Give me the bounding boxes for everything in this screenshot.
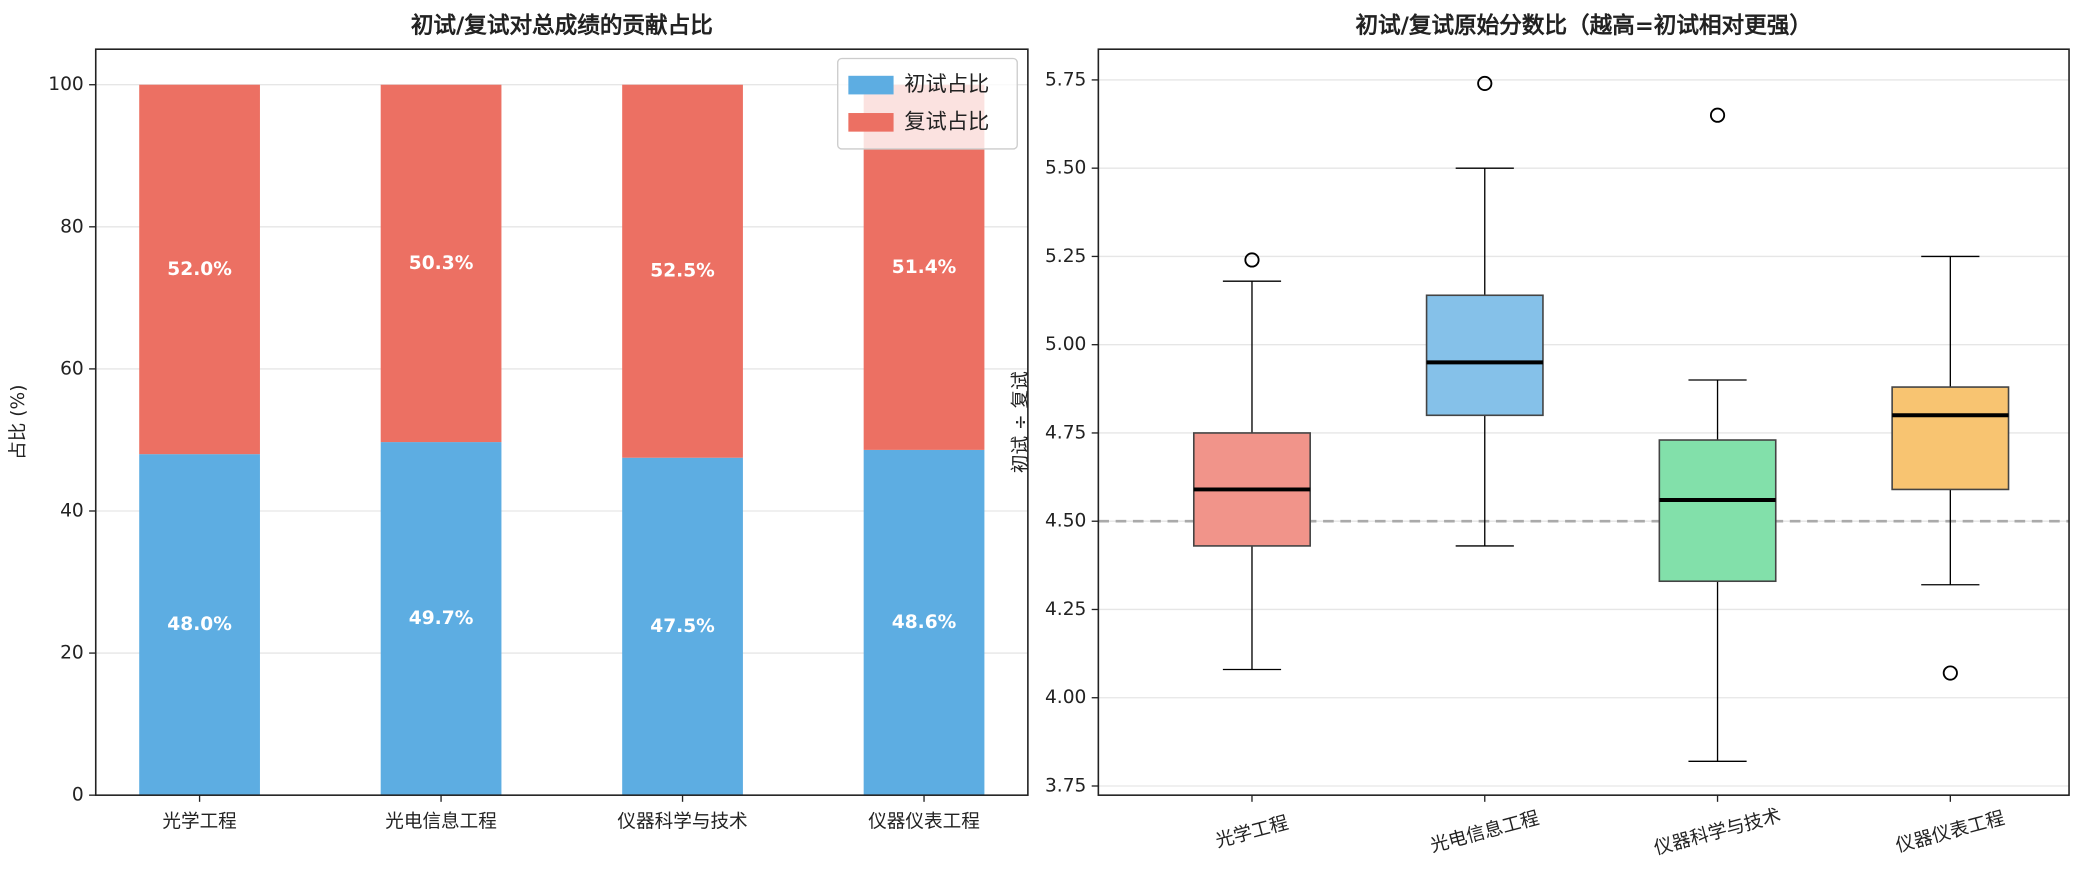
x-tick-label: 仪器科学与技术 (617, 811, 747, 832)
x-tick-label: 仪器仪表工程 (1894, 808, 2007, 857)
y-tick-label: 4.75 (1045, 422, 1086, 443)
y-tick-label: 5.00 (1045, 334, 1086, 355)
legend-swatch (848, 75, 894, 95)
y-tick-label: 3.75 (1045, 775, 1086, 796)
axes-frame (94, 48, 1029, 796)
box (1891, 386, 2010, 491)
y-tick-label: 40 (60, 500, 84, 521)
x-tick-label: 光电信息工程 (1428, 808, 1541, 857)
outlier (1477, 75, 1493, 92)
legend-label: 初试占比 (904, 72, 989, 97)
box (1425, 294, 1544, 417)
x-tick-label: 仪器科学与技术 (1652, 805, 1783, 859)
y-axis-label: 占比 (%) (8, 385, 29, 460)
legend-label: 复试占比 (904, 109, 989, 134)
value-label: 47.5% (650, 616, 715, 637)
y-tick-label: 60 (60, 358, 84, 379)
bar (622, 84, 743, 458)
y-tick-label: 4.00 (1045, 687, 1086, 708)
y-tick-label: 80 (60, 216, 84, 237)
y-tick-label: 4.25 (1045, 599, 1086, 620)
y-tick-label: 100 (48, 74, 84, 95)
y-tick-label: 5.75 (1045, 69, 1086, 90)
x-tick-label: 光学工程 (1213, 813, 1290, 853)
outlier (1709, 107, 1726, 123)
legend-swatch (848, 113, 894, 132)
value-label: 52.5% (650, 261, 715, 282)
bar (622, 457, 743, 796)
x-tick-label: 光电信息工程 (385, 811, 497, 832)
box (1658, 439, 1777, 583)
x-tick-label: 仪器仪表工程 (868, 811, 980, 832)
value-label: 50.3% (409, 253, 474, 274)
y-tick-label: 4.50 (1045, 511, 1086, 532)
x-tick-label: 光学工程 (162, 811, 236, 832)
y-tick-label: 5.50 (1045, 158, 1086, 179)
value-label: 48.0% (167, 614, 232, 635)
value-label: 52.0% (167, 259, 232, 280)
outlier (1942, 665, 1958, 681)
chart-title: 初试/复试原始分数比（越高=初试相对更强） (1355, 12, 1811, 39)
value-label: 49.7% (409, 608, 474, 629)
value-label: 48.6% (892, 612, 957, 633)
outlier (1244, 252, 1260, 268)
y-tick-label: 0 (72, 785, 84, 806)
bar (380, 442, 502, 796)
y-axis-label: 初试 ÷ 复试 (1011, 371, 1032, 473)
axes-frame (1097, 48, 2070, 796)
y-tick-label: 5.25 (1045, 246, 1086, 267)
bar (139, 454, 260, 796)
bar (380, 84, 502, 443)
value-label: 51.4% (892, 257, 957, 278)
bar (863, 449, 985, 796)
y-tick-label: 20 (60, 643, 84, 664)
chart-title: 初试/复试对总成绩的贡献占比 (411, 12, 713, 39)
bar (139, 84, 260, 455)
